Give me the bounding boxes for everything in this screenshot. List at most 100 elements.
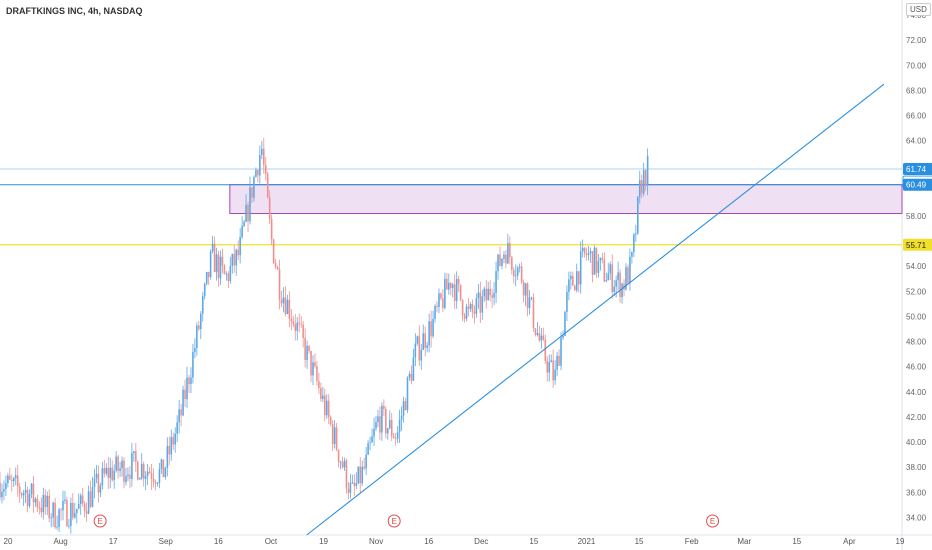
candle-body bbox=[446, 278, 448, 290]
candle-body bbox=[603, 259, 606, 282]
candle-body bbox=[574, 285, 576, 291]
candle-body bbox=[72, 502, 74, 518]
candle-body bbox=[329, 417, 332, 425]
time-axis[interactable]: 20 Aug 17 Sep 16 Oct 19 Nov 16 Dec 15 2021 15 Feb Mar 1… bbox=[4, 537, 905, 546]
candle-body bbox=[524, 283, 527, 296]
candle-body bbox=[605, 280, 608, 282]
candle-body bbox=[203, 283, 206, 297]
support-tag[interactable]: 55.71 bbox=[903, 238, 932, 251]
candle-body bbox=[613, 286, 615, 293]
candle-body bbox=[268, 197, 271, 220]
resistance-tag-bg bbox=[903, 178, 932, 191]
candle-body bbox=[280, 299, 283, 304]
candle-body bbox=[20, 493, 23, 496]
candle-body bbox=[12, 478, 15, 482]
candle-body bbox=[290, 318, 293, 322]
candle-body bbox=[414, 343, 417, 358]
x-tick-label: 17 bbox=[109, 537, 118, 546]
candle-body bbox=[251, 187, 253, 198]
candle-body bbox=[420, 349, 423, 361]
candle-body bbox=[428, 321, 430, 346]
candle-body bbox=[182, 389, 184, 416]
candle-body bbox=[318, 381, 320, 389]
candle-body bbox=[475, 298, 478, 314]
candle-body bbox=[93, 478, 96, 487]
supply-zone[interactable] bbox=[229, 184, 903, 214]
candle-body bbox=[38, 507, 41, 509]
candle-body bbox=[95, 473, 98, 479]
candle-body bbox=[601, 257, 604, 260]
price-axis[interactable]: 74.0072.0070.0068.0066.0064.0062.0058.00… bbox=[906, 11, 927, 522]
candle-body bbox=[638, 180, 641, 197]
last-price-tag[interactable]: 61.74 bbox=[903, 163, 932, 176]
candle-body bbox=[121, 460, 123, 469]
candle-body bbox=[83, 503, 86, 512]
candle-body bbox=[34, 498, 37, 503]
candle-body bbox=[152, 478, 155, 482]
resistance-tag[interactable]: 60.49 bbox=[903, 178, 932, 191]
candle-body bbox=[591, 251, 594, 275]
y-tick-label: 68.00 bbox=[906, 86, 927, 95]
y-tick-label: 52.00 bbox=[906, 287, 927, 296]
candle-body bbox=[89, 491, 92, 507]
earnings-label: E bbox=[97, 517, 102, 526]
earnings-marker[interactable]: E bbox=[93, 514, 107, 528]
candle-body bbox=[123, 460, 125, 483]
candle-body bbox=[75, 508, 78, 513]
candle-body bbox=[105, 467, 108, 474]
candle-body bbox=[444, 278, 446, 309]
ascending-trendline[interactable] bbox=[306, 83, 885, 536]
candle-body bbox=[60, 509, 62, 511]
candle-body bbox=[335, 427, 338, 450]
support-tag-text: 55.71 bbox=[906, 241, 927, 250]
candle-body bbox=[11, 479, 13, 482]
y-tick-label: 34.00 bbox=[906, 513, 927, 522]
earnings-marker[interactable]: E bbox=[706, 514, 720, 528]
last-price-tag-text: 61.74 bbox=[906, 165, 927, 174]
candle-body bbox=[284, 297, 287, 314]
candle-body bbox=[343, 460, 346, 468]
candle-body bbox=[481, 296, 484, 313]
candle-body bbox=[264, 164, 267, 174]
candle-body bbox=[253, 176, 255, 198]
y-tick-label: 44.00 bbox=[906, 388, 927, 397]
candle-body bbox=[209, 251, 212, 278]
currency-button[interactable]: USD bbox=[906, 3, 931, 16]
candle-body bbox=[135, 451, 137, 462]
candle-body bbox=[325, 400, 328, 416]
candle-body bbox=[560, 337, 562, 366]
candle-body bbox=[68, 525, 70, 527]
candle-body bbox=[22, 493, 25, 496]
candle-body bbox=[526, 283, 529, 309]
candle-body bbox=[48, 495, 51, 519]
candle-body bbox=[302, 324, 304, 338]
candle-body bbox=[625, 267, 627, 290]
chart-title: DRAFTKINGS INC, 4h, NASDAQ bbox=[6, 6, 143, 16]
candle-body bbox=[320, 388, 322, 399]
candle-body bbox=[477, 292, 480, 299]
candle-body bbox=[215, 254, 218, 273]
candle-body bbox=[170, 437, 173, 455]
candle-body bbox=[40, 507, 43, 513]
candle-body bbox=[243, 221, 245, 226]
candle-body bbox=[58, 509, 60, 527]
candle-body bbox=[245, 204, 247, 222]
candle-body bbox=[298, 322, 301, 324]
candle-body bbox=[640, 180, 643, 194]
earnings-label: E bbox=[392, 517, 397, 526]
candle-body bbox=[615, 280, 617, 287]
candle-body bbox=[56, 526, 58, 528]
y-tick-label: 50.00 bbox=[906, 312, 927, 321]
candle-body bbox=[394, 437, 397, 439]
candle-body bbox=[453, 284, 456, 302]
earnings-marker[interactable]: E bbox=[387, 514, 401, 528]
candle-body bbox=[357, 466, 360, 484]
candle-body bbox=[322, 395, 324, 399]
candle-body bbox=[465, 306, 468, 319]
candle-body bbox=[562, 335, 564, 338]
candle-body bbox=[459, 284, 462, 300]
candle-body bbox=[331, 424, 334, 444]
y-tick-label: 38.00 bbox=[906, 463, 927, 472]
candle-body bbox=[532, 297, 535, 329]
